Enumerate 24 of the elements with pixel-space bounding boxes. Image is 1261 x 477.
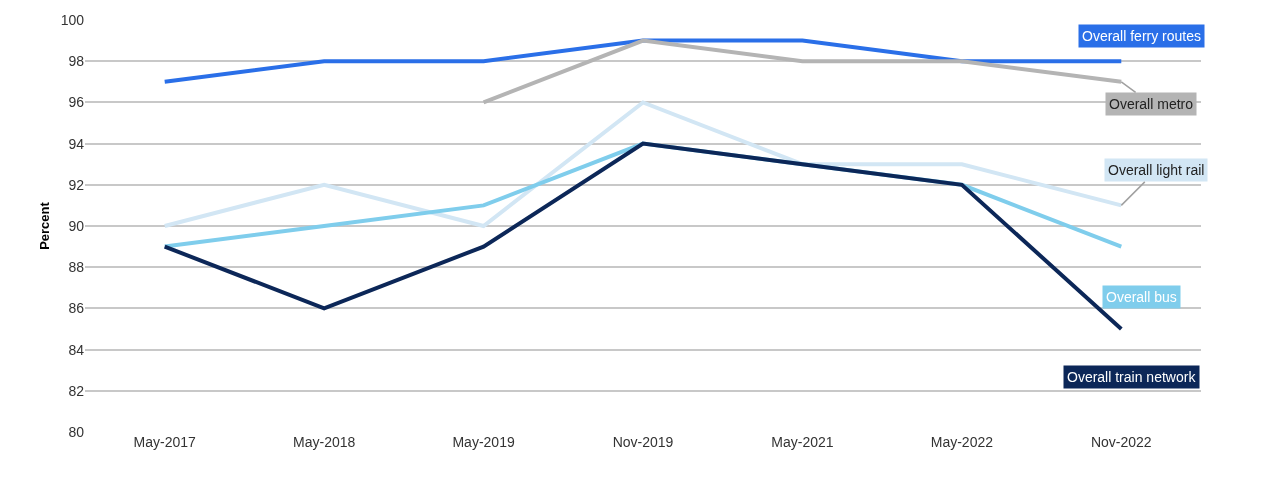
x-tick-label: May-2022 bbox=[930, 434, 994, 450]
y-tick-label: 98 bbox=[68, 53, 85, 70]
series-label: Overall metro bbox=[1109, 96, 1194, 112]
x-tick-label: Nov-2019 bbox=[612, 434, 674, 450]
y-tick-label: 80 bbox=[68, 423, 85, 440]
y-tick-label: 86 bbox=[68, 300, 85, 317]
x-tick-label: May-2017 bbox=[133, 434, 197, 450]
y-tick-label: 94 bbox=[68, 135, 85, 152]
y-tick-label: 82 bbox=[68, 382, 85, 399]
y-tick-label: 90 bbox=[68, 217, 85, 234]
y-tick-label: 96 bbox=[68, 94, 85, 111]
series-label: Overall light rail bbox=[1108, 162, 1205, 178]
x-tick-label: Nov-2022 bbox=[1090, 434, 1152, 450]
x-tick-label: May-2018 bbox=[293, 434, 356, 450]
series-label: Overall ferry routes bbox=[1082, 28, 1202, 44]
text: Overall bus bbox=[1106, 289, 1177, 305]
y-tick-label: 84 bbox=[68, 341, 85, 358]
x-tick-label: May-2019 bbox=[452, 434, 515, 450]
y-tick-label: 100 bbox=[60, 11, 85, 28]
x-tick-label: May-2021 bbox=[771, 434, 834, 450]
y-tick-label: 88 bbox=[68, 259, 85, 276]
y-tick-label: 92 bbox=[68, 176, 85, 193]
text: Overall train network bbox=[1067, 369, 1197, 385]
y-axis-title: Percent bbox=[37, 201, 52, 250]
